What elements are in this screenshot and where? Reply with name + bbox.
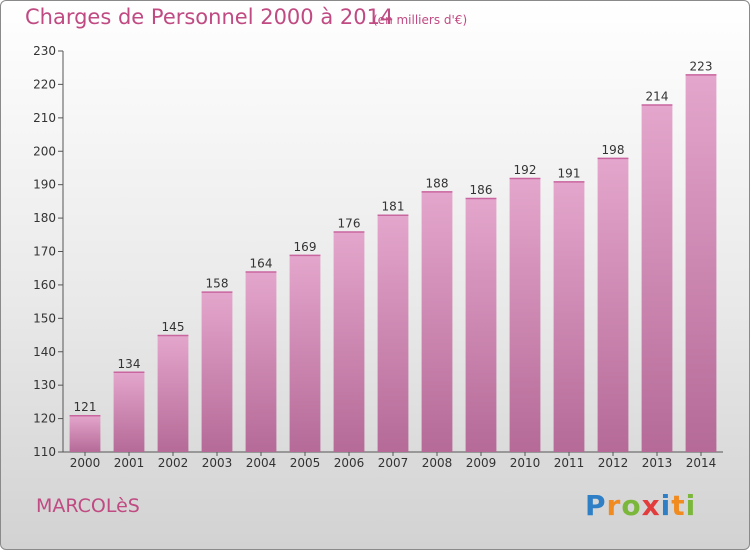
logo-letter: r: [606, 489, 622, 522]
bar: [333, 231, 365, 452]
bar-value-label: 145: [162, 320, 185, 334]
bar-value-label: 188: [426, 176, 449, 190]
x-tick-label: 2007: [378, 456, 409, 470]
bar: [201, 291, 233, 452]
logo-letter: t: [671, 489, 686, 522]
y-tick-label: 140: [33, 345, 56, 359]
chart-title: Charges de Personnel 2000 à 2014: [25, 5, 394, 29]
logo-letter: x: [641, 489, 661, 522]
bar: [553, 181, 585, 452]
bar-value-label: 169: [294, 240, 317, 254]
bar: [69, 415, 101, 452]
bar-value-label: 223: [690, 59, 713, 73]
x-tick-label: 2003: [202, 456, 233, 470]
bar: [421, 191, 453, 452]
y-tick-label: 120: [33, 412, 56, 426]
bar-value-label: 121: [74, 400, 97, 414]
y-tick-label: 170: [33, 245, 56, 259]
y-tick-label: 130: [33, 378, 56, 392]
bar: [509, 177, 541, 452]
x-tick-label: 2005: [290, 456, 321, 470]
x-tick-label: 2000: [70, 456, 101, 470]
logo-letter: P: [585, 489, 607, 522]
bar-value-label: 134: [118, 357, 141, 371]
logo-letter: o: [621, 489, 642, 522]
bar: [245, 271, 277, 452]
x-tick-label: 2008: [422, 456, 453, 470]
x-tick-label: 2011: [554, 456, 585, 470]
logo-letter: i: [685, 489, 697, 522]
x-tick-label: 2002: [158, 456, 189, 470]
city-name: MARCOLèS: [36, 495, 140, 517]
bar: [113, 371, 145, 452]
y-tick-label: 220: [33, 77, 56, 91]
y-tick-label: 210: [33, 111, 56, 125]
bar-value-label: 198: [602, 143, 625, 157]
bar-value-label: 214: [646, 89, 669, 103]
y-tick-label: 200: [33, 144, 56, 158]
bar-value-label: 164: [250, 257, 273, 271]
bar: [465, 198, 497, 452]
bar: [641, 104, 673, 452]
x-tick-label: 2010: [510, 456, 541, 470]
bar: [377, 214, 409, 452]
x-tick-label: 2001: [114, 456, 145, 470]
bar-value-label: 191: [558, 166, 581, 180]
bar-value-label: 176: [338, 216, 361, 230]
chart-unit: (en milliers d'€): [373, 13, 468, 27]
bar: [597, 157, 629, 452]
y-tick-label: 230: [33, 44, 56, 58]
x-tick-label: 2013: [642, 456, 673, 470]
bar: [685, 74, 717, 453]
x-tick-label: 2009: [466, 456, 497, 470]
logo-letter: i: [660, 489, 672, 522]
x-tick-label: 2014: [686, 456, 717, 470]
bar-value-label: 186: [470, 183, 493, 197]
x-tick-label: 2012: [598, 456, 629, 470]
proxiti-logo: Proxiti: [585, 489, 696, 522]
bar-value-label: 181: [382, 200, 405, 214]
bar-value-label: 158: [206, 277, 229, 291]
y-tick-label: 180: [33, 211, 56, 225]
bar: [157, 335, 189, 452]
y-tick-label: 160: [33, 278, 56, 292]
x-tick-label: 2006: [334, 456, 365, 470]
y-tick-label: 190: [33, 178, 56, 192]
y-tick-label: 150: [33, 311, 56, 325]
bar-value-label: 192: [514, 163, 537, 177]
y-tick-label: 110: [33, 445, 56, 459]
x-tick-label: 2004: [246, 456, 277, 470]
bar: [289, 254, 321, 452]
